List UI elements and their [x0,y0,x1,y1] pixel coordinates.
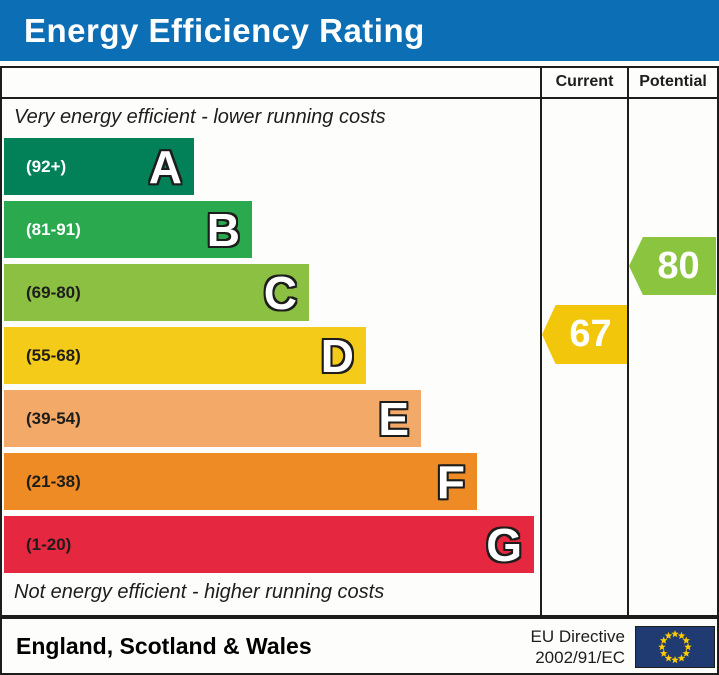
note-not-efficient: Not energy efficient - higher running co… [14,581,385,603]
header-divider [0,97,719,99]
epc-band-e: (39-54) E [4,390,421,447]
band-letter: D [320,329,354,382]
epc-band-f: (21-38) F [4,453,477,510]
eu-directive-line1: EU Directive [530,627,625,646]
potential-rating-arrow: 80 [629,237,716,295]
region-label: England, Scotland & Wales [16,632,312,659]
epc-band-b: (81-91) B [4,201,252,258]
band-range-label: (81-91) [26,219,81,239]
potential-rating-value: 80 [657,244,700,287]
band-letter: E [378,392,409,445]
epc-band-a: (92+) A [4,138,194,195]
current-rating-arrow: 67 [542,305,627,364]
epc-band-g: (1-20) G [4,516,534,573]
eu-directive-line2: 2002/91/EC [535,648,625,667]
epc-band-c: (69-80) C [4,264,309,321]
eu-flag-stars [658,630,692,664]
band-letter: C [263,266,297,319]
current-column-header: Current [555,72,614,90]
page-title: Energy Efficiency Rating [24,11,425,49]
current-column-divider [540,66,542,617]
potential-column-header: Potential [639,72,707,90]
footer: England, Scotland & Wales EU Directive 2… [0,617,719,675]
note-very-efficient: Very energy efficient - lower running co… [14,106,386,128]
band-letter: G [486,518,522,571]
band-range-label: (92+) [26,156,67,176]
band-letter: F [436,455,465,508]
eu-flag-icon [635,626,715,668]
band-range-label: (21-38) [26,471,81,491]
epc-band-d: (55-68) D [4,327,366,384]
band-range-label: (39-54) [26,408,81,428]
band-letter: B [206,203,240,256]
current-rating-value: 67 [569,313,612,355]
band-range-label: (55-68) [26,345,81,365]
title-bar: Energy Efficiency Rating [0,0,719,61]
band-range-label: (1-20) [26,534,72,554]
eu-directive-label: EU Directive 2002/91/EC [531,626,625,668]
band-range-label: (69-80) [26,282,81,302]
chart-frame [0,66,719,617]
band-letter: A [148,140,182,193]
potential-column-divider [627,66,629,617]
